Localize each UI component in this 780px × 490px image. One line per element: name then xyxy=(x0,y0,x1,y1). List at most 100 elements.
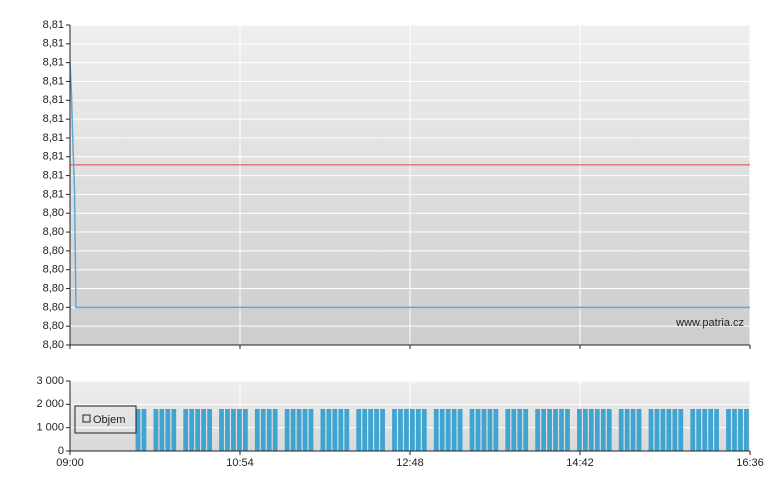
volume-bar xyxy=(678,409,684,451)
volume-bar xyxy=(201,409,206,451)
volume-bar xyxy=(505,409,511,451)
legend-label: Objem xyxy=(93,414,125,426)
x-tick-label: 09:00 xyxy=(56,457,84,469)
volume-bar xyxy=(517,409,523,451)
volume-bar xyxy=(553,409,558,451)
y-tick-label: 8,81 xyxy=(43,19,64,31)
y-tick-label: 3 000 xyxy=(36,375,64,387)
volume-bar xyxy=(666,409,672,451)
volume-bar xyxy=(672,409,678,451)
y-tick-label: 8,80 xyxy=(43,339,64,351)
volume-bar xyxy=(266,409,272,451)
volume-bar xyxy=(380,409,385,451)
y-tick-label: 8,80 xyxy=(43,264,64,276)
volume-bar xyxy=(624,409,630,451)
volume-bar xyxy=(153,409,159,451)
volume-bar xyxy=(541,409,546,451)
volume-bar xyxy=(439,409,445,451)
volume-bar xyxy=(535,409,541,451)
y-tick-label: 8,81 xyxy=(43,169,64,181)
volume-bar xyxy=(696,409,702,451)
volume-bar xyxy=(600,409,606,451)
y-tick-label: 0 xyxy=(58,445,64,457)
volume-bar xyxy=(392,409,397,451)
y-tick-label: 8,81 xyxy=(43,75,64,87)
volume-bar xyxy=(338,409,344,451)
volume-bar xyxy=(183,409,189,451)
volume-bar xyxy=(726,409,731,451)
volume-bar xyxy=(254,409,260,451)
volume-bar xyxy=(648,409,654,451)
volume-bar xyxy=(141,409,147,451)
x-tick-label: 16:36 xyxy=(736,457,764,469)
y-tick-label: 8,81 xyxy=(43,113,64,125)
volume-bar xyxy=(630,409,636,451)
volume-bar xyxy=(433,409,439,451)
volume-bar xyxy=(296,409,302,451)
volume-bar xyxy=(654,409,660,451)
volume-bar xyxy=(242,409,248,451)
volume-bar xyxy=(690,409,696,451)
volume-bar xyxy=(189,409,195,451)
volume-bar xyxy=(219,409,224,451)
volume-bar xyxy=(415,409,421,451)
y-tick-label: 8,80 xyxy=(43,207,64,219)
legend: Objem xyxy=(74,405,137,434)
volume-bar xyxy=(618,409,624,451)
volume-bar xyxy=(231,409,236,451)
x-tick-label: 12:48 xyxy=(396,457,424,469)
volume-bar xyxy=(577,409,582,451)
y-tick-label: 8,81 xyxy=(43,94,64,106)
volume-bar xyxy=(594,409,600,451)
volume-bar xyxy=(475,409,481,451)
volume-bar xyxy=(320,409,326,451)
volume-bar xyxy=(326,409,332,451)
volume-bar xyxy=(260,409,266,451)
y-tick-label: 8,80 xyxy=(43,320,64,332)
y-tick-label: 8,81 xyxy=(43,57,64,69)
volume-bar xyxy=(565,409,570,451)
volume-bar xyxy=(487,409,493,451)
y-tick-label: 8,81 xyxy=(43,188,64,200)
volume-bar xyxy=(469,409,475,451)
y-tick-label: 8,80 xyxy=(43,226,64,238)
volume-bar xyxy=(511,409,517,451)
volume-bar xyxy=(207,409,212,451)
volume-bar xyxy=(290,409,296,451)
volume-bar xyxy=(744,409,749,451)
volume-bar xyxy=(237,409,242,451)
y-tick-label: 8,81 xyxy=(43,132,64,144)
x-tick-label: 14:42 xyxy=(566,457,594,469)
y-tick-label: 1 000 xyxy=(36,422,64,434)
volume-bar xyxy=(272,409,278,451)
volume-bar xyxy=(398,409,403,451)
volume-bar xyxy=(171,409,177,451)
volume-bar xyxy=(493,409,499,451)
volume-bar xyxy=(165,409,171,451)
volume-bar xyxy=(368,409,374,451)
volume-bar xyxy=(421,409,427,451)
volume-bar xyxy=(714,409,719,451)
volume-bar xyxy=(559,409,564,451)
volume-bar xyxy=(738,409,743,451)
y-tick-label: 8,81 xyxy=(43,151,64,163)
volume-bar xyxy=(660,409,666,451)
x-tick-label: 10:54 xyxy=(226,457,254,469)
legend-box xyxy=(74,405,137,434)
volume-bar xyxy=(732,409,737,451)
volume-bar xyxy=(344,409,350,451)
volume-bar xyxy=(225,409,230,451)
y-tick-label: 8,80 xyxy=(43,301,64,313)
volume-bar xyxy=(302,409,308,451)
volume-bar xyxy=(410,409,415,451)
volume-bar xyxy=(547,409,552,451)
volume-bar xyxy=(582,409,588,451)
volume-bar xyxy=(451,409,457,451)
volume-bar xyxy=(195,409,201,451)
volume-bar xyxy=(135,409,141,451)
y-tick-label: 8,80 xyxy=(43,245,64,257)
y-tick-label: 8,81 xyxy=(43,38,64,50)
y-tick-label: 8,80 xyxy=(43,282,64,294)
